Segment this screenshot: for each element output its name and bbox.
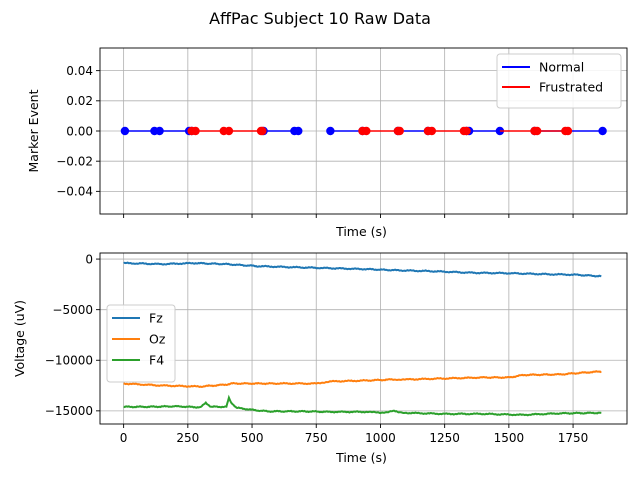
series-trace bbox=[124, 263, 602, 277]
marker-point bbox=[598, 127, 606, 135]
y-tick-label: 0.04 bbox=[66, 64, 93, 78]
x-tick-label: 1250 bbox=[429, 431, 460, 445]
x-axis-label: Time (s) bbox=[335, 450, 387, 465]
marker-point bbox=[258, 127, 266, 135]
marker-point bbox=[396, 127, 404, 135]
legend-label: Oz bbox=[149, 332, 166, 347]
y-axis-label: Voltage (uV) bbox=[12, 300, 27, 377]
x-tick-label: 1000 bbox=[365, 431, 396, 445]
y-tick-label: −5000 bbox=[52, 303, 93, 317]
y-tick-label: 0 bbox=[85, 252, 93, 266]
y-tick-label: −15000 bbox=[45, 404, 93, 418]
voltage-axes: 0 250 500 750 1000 1250 1500 1750 0 −5000 −10000 −1… bbox=[12, 252, 627, 465]
x-tick-label: 750 bbox=[305, 431, 328, 445]
x-axis-label: Time (s) bbox=[335, 224, 387, 239]
marker-point bbox=[564, 127, 572, 135]
x-ticks: 0 250 500 750 1000 1250 1500 1750 bbox=[120, 424, 589, 445]
series-trace bbox=[124, 398, 602, 416]
marker-point bbox=[428, 127, 436, 135]
series-trace bbox=[124, 371, 602, 387]
x-tick-label: 1750 bbox=[558, 431, 589, 445]
legend: Fz Oz F4 bbox=[107, 305, 175, 382]
x-ticks bbox=[124, 214, 573, 218]
marker-point bbox=[326, 127, 334, 135]
x-tick-label: 1500 bbox=[494, 431, 525, 445]
marker-point bbox=[533, 127, 541, 135]
y-axis-label: Marker Event bbox=[26, 89, 41, 172]
x-tick-label: 0 bbox=[120, 431, 128, 445]
x-tick-label: 500 bbox=[241, 431, 264, 445]
series-fz bbox=[124, 263, 602, 277]
marker-point bbox=[155, 127, 163, 135]
series-oz bbox=[124, 371, 602, 387]
y-tick-label: −0.02 bbox=[56, 154, 93, 168]
legend-label: Fz bbox=[149, 311, 163, 326]
marker-point bbox=[121, 127, 129, 135]
figure-title: AffPac Subject 10 Raw Data bbox=[209, 9, 431, 28]
legend-label: Frustrated bbox=[539, 80, 603, 95]
y-tick-label: 0.00 bbox=[66, 124, 93, 138]
series-frustrated bbox=[187, 127, 572, 135]
y-tick-label: −10000 bbox=[45, 354, 93, 368]
grid-lines bbox=[100, 253, 627, 424]
legend: Normal Frustrated bbox=[497, 54, 621, 108]
x-tick-label: 250 bbox=[176, 431, 199, 445]
marker-point bbox=[362, 127, 370, 135]
marker-point bbox=[462, 127, 470, 135]
legend-label: Normal bbox=[539, 60, 584, 75]
y-tick-label: 0.02 bbox=[66, 94, 93, 108]
legend-label: F4 bbox=[149, 353, 164, 368]
marker-point bbox=[225, 127, 233, 135]
series-f4 bbox=[124, 398, 602, 416]
marker-point bbox=[191, 127, 199, 135]
y-ticks: 0 −5000 −10000 −15000 bbox=[45, 252, 100, 418]
y-ticks: −0.04 −0.02 0.00 0.02 0.04 bbox=[56, 64, 100, 199]
y-tick-label: −0.04 bbox=[56, 185, 93, 199]
marker-point bbox=[294, 127, 302, 135]
marker-event-axes: −0.04 −0.02 0.00 0.02 0.04 Time (s) Marker Eve… bbox=[26, 48, 627, 239]
axes-frame bbox=[100, 253, 627, 424]
